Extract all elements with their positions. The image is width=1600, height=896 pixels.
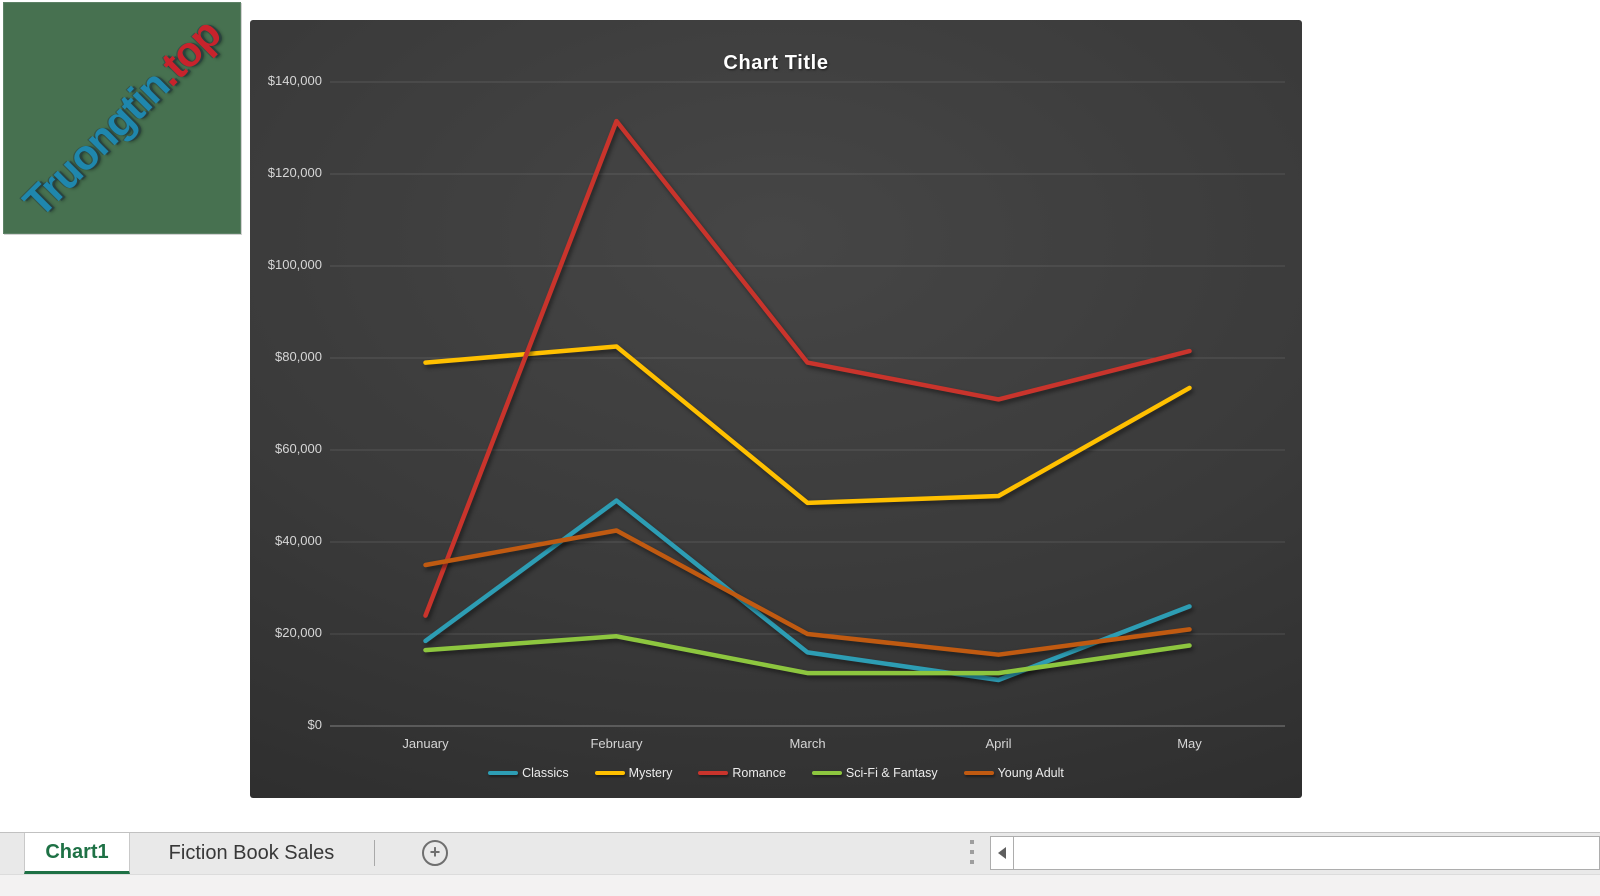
y-tick-label: $20,000: [275, 625, 322, 640]
series-line-romance: [423, 118, 1192, 618]
legend-item-romance: Romance: [698, 766, 786, 780]
chart-legend: Classics Mystery Romance Sci-Fi & Fantasy Yo…: [250, 766, 1302, 780]
y-tick-label: $120,000: [267, 165, 322, 180]
y-tick-label: $80,000: [275, 349, 322, 364]
y-tick-label: $60,000: [275, 441, 322, 456]
series-line-mystery: [423, 344, 1192, 506]
legend-swatch: [963, 770, 994, 776]
x-tick-label: April: [985, 736, 1012, 751]
tab-scroll-resize-handle[interactable]: [970, 840, 974, 864]
legend-swatch: [488, 770, 519, 776]
x-tick-label: May: [1177, 736, 1202, 751]
series-line-classics: [423, 498, 1192, 683]
legend-item-mystery: Mystery: [594, 766, 673, 780]
legend-label: Mystery: [628, 766, 673, 780]
chart-object[interactable]: Chart Title $0 $20,000 $40,000 $60,000 $80,0…: [250, 20, 1302, 798]
sheet-tab-chart1-label: Chart1: [45, 840, 109, 863]
legend-item-sci-fi-fantasy: Sci-Fi & Fantasy: [811, 766, 938, 780]
tab-separator: [374, 840, 375, 866]
series-line-young-adult: [423, 528, 1192, 657]
chart-title: Chart Title: [723, 52, 829, 74]
legend-swatch: [811, 770, 842, 776]
y-tick-label: $140,000: [267, 73, 322, 88]
y-tick-label: $0: [307, 717, 322, 732]
x-tick-label: March: [789, 736, 826, 751]
scroll-left-icon: [998, 847, 1006, 859]
plot-area: [330, 81, 1285, 727]
y-tick-label: $40,000: [275, 533, 322, 548]
plus-icon: +: [429, 842, 441, 862]
legend-label: Romance: [732, 766, 786, 780]
legend-label: Classics: [522, 766, 569, 780]
watermark-text-main: Truongtin: [13, 61, 178, 226]
x-tick-label: January: [402, 736, 449, 751]
legend-item-young-adult: Young Adult: [963, 766, 1064, 780]
legend-item-classics: Classics: [488, 766, 569, 780]
status-strip: [0, 874, 1600, 896]
y-tick-label: $100,000: [267, 257, 322, 272]
sheet-tab-chart1[interactable]: Chart1: [24, 833, 130, 874]
x-tick-label: February: [590, 736, 643, 751]
sheet-tab-fiction-label: Fiction Book Sales: [168, 842, 335, 864]
add-sheet-button[interactable]: +: [422, 840, 448, 866]
legend-swatch: [594, 770, 625, 776]
legend-label: Young Adult: [997, 766, 1064, 780]
series-line-sci-fi-fantasy: [423, 634, 1192, 676]
horizontal-scroll-left-button[interactable]: [990, 836, 1014, 870]
sheet-tab-fiction-book-sales[interactable]: Fiction Book Sales: [130, 833, 373, 874]
horizontal-scrollbar-thumb[interactable]: [1014, 836, 1600, 870]
legend-swatch: [698, 770, 729, 776]
watermark-text: Truongtin.top: [14, 10, 230, 226]
watermark-logo: Truongtin.top: [3, 2, 241, 234]
legend-label: Sci-Fi & Fantasy: [845, 766, 938, 780]
